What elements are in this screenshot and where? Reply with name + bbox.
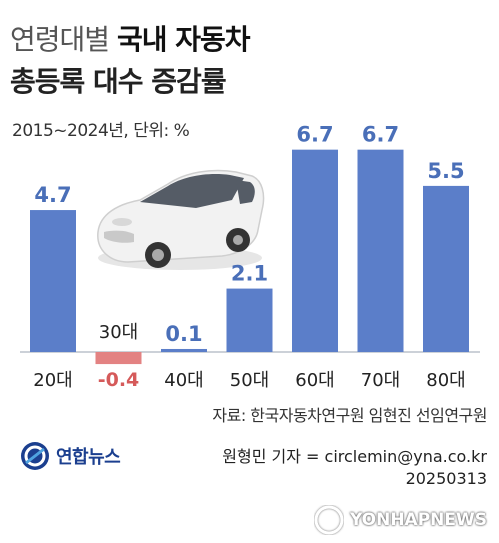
bar-2 (161, 348, 207, 352)
title-age-group: 연령대별 (10, 23, 110, 56)
category-label-2: 40대 (164, 370, 203, 391)
value-label-3: 2.1 (231, 262, 268, 286)
chart-subtitle: 2015~2024년, 단위: % (12, 121, 190, 141)
bar-0 (30, 210, 76, 352)
bar-1 (95, 352, 142, 365)
category-label-5: 70대 (361, 370, 400, 391)
category-label-4: 60대 (295, 370, 334, 391)
value-label-4: 6.7 (296, 123, 333, 147)
value-label-0: 4.7 (34, 183, 71, 207)
bar-6 (423, 185, 469, 352)
publish-date: 20250313 (405, 469, 487, 488)
yonhap-watermark-icon (314, 505, 344, 535)
value-label-2: 0.1 (165, 322, 202, 346)
bar-3 (226, 288, 273, 352)
bars-group: 4.7 20대 -0.4 30대 0.1 40대 2.1 50대 6.7 60대 6.7 70대 5.5… (30, 123, 469, 391)
watermark-text: YONHAPNEWS (349, 510, 487, 530)
logo-text: 연합뉴스 (56, 447, 121, 468)
yonhap-watermark: YONHAPNEWS (314, 505, 487, 535)
car-illustration (97, 169, 265, 270)
bar-5 (357, 149, 404, 352)
category-label-1: 30대 (99, 322, 138, 343)
category-label-0: 20대 (33, 370, 72, 391)
yonhap-logo: 연합뉴스 (20, 441, 121, 471)
chart-title-line2: 총등록 대수 증감률 (10, 65, 227, 98)
bar-4 (292, 149, 338, 352)
yonhap-logo-icon (21, 442, 49, 470)
source-note: 자료: 한국자동차연구원 임현진 선임연구원 (212, 406, 487, 425)
value-label-1: -0.4 (98, 369, 140, 391)
category-label-6: 80대 (426, 370, 465, 391)
credit-block: 원형민 기자 = circlemin@yna.co.kr 20250313 (222, 446, 487, 490)
value-label-6: 5.5 (427, 159, 464, 183)
category-label-3: 50대 (230, 370, 269, 391)
value-label-5: 6.7 (362, 123, 399, 147)
reporter-credit: 원형민 기자 = circlemin@yna.co.kr (222, 447, 487, 466)
title-domestic-car: 국내 자동차 (116, 23, 251, 56)
chart-title-line1: 연령대별 국내 자동차 (10, 22, 251, 58)
